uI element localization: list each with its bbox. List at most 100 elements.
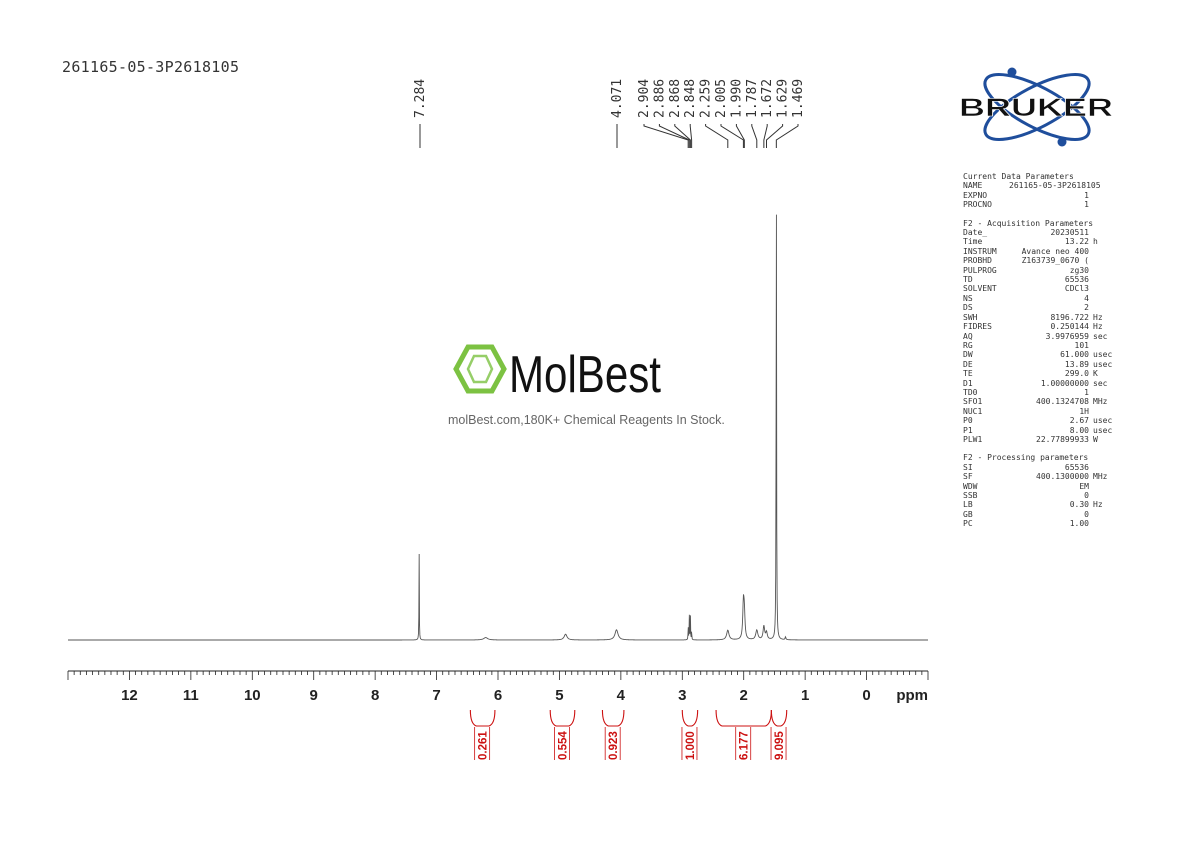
param-value: 1 [1084, 387, 1089, 397]
param-value: 3.9976959 [1045, 331, 1089, 341]
param-row: PROBHD Z163739_0670 ( [963, 256, 1123, 265]
sample-id-title: 261165-05-3P2618105 [62, 58, 240, 76]
param-key: TE [963, 369, 973, 379]
param-value: 400.1324708 [1036, 397, 1089, 407]
x-tick-label: 7 [432, 687, 440, 704]
bruker-logo-text: BRUKER [959, 94, 1113, 122]
param-row: TD 65536 [963, 275, 1123, 284]
param-value: 13.89 [1064, 359, 1089, 369]
param-unit [1089, 284, 1123, 293]
param-key: SOLVENT [963, 284, 997, 294]
param-value: 8196.722 [1050, 312, 1089, 322]
param-value: 0.30 [1069, 500, 1089, 510]
param-value: 65536 [1064, 275, 1089, 285]
param-unit [1089, 181, 1123, 190]
x-tick-label: 6 [494, 687, 502, 704]
param-key: DS [963, 303, 973, 313]
param-unit [1089, 256, 1123, 265]
param-value: 1 [1084, 190, 1089, 200]
param-value: 0 [1084, 491, 1089, 500]
peak-label-leader [751, 124, 758, 148]
bruker-logo: BRUKER [959, 67, 1113, 147]
param-value: 299.0 [1064, 369, 1089, 379]
param-unit: sec [1093, 331, 1108, 341]
param-unit: usec [1093, 350, 1113, 360]
param-key: SI [963, 462, 973, 472]
param-value: 1.00000000 [1040, 378, 1089, 388]
peak-label: 1.787 [745, 79, 760, 118]
integral-bracket [549, 709, 576, 727]
param-value: 13.22 [1064, 237, 1089, 247]
param-key: TD [963, 275, 973, 285]
integral-bracket [469, 709, 496, 727]
param-key: PROBHD [963, 256, 992, 266]
param-value: 22.77899933 [1036, 434, 1089, 444]
param-key: DW [963, 350, 973, 360]
x-tick-label: 2 [740, 687, 748, 704]
param-key: NS [963, 293, 973, 303]
param-value: 1 [1084, 200, 1089, 210]
param-row: SWH 8196.722 Hz [963, 313, 1123, 322]
peak-label-leader [735, 124, 745, 148]
param-row: PLW1 22.77899933 W [963, 435, 1123, 444]
peak-label-leader [720, 124, 744, 148]
peak-label-leader [763, 124, 768, 148]
param-row: DW 61.000 usec [963, 350, 1123, 359]
param-value: zg30 [1069, 265, 1089, 275]
param-row: DE 13.89 usec [963, 360, 1123, 369]
param-key: INSTRUM [963, 246, 997, 256]
param-section-title: Current Data Parameters [963, 172, 1074, 181]
param-key: TD0 [963, 387, 978, 397]
param-row: NAME 261165-05-3P2618105 [963, 181, 1123, 190]
integral-bracket [770, 709, 788, 727]
peak-label-leader [689, 124, 693, 148]
param-row: GB 0 [963, 510, 1123, 519]
param-row: TD0 1 [963, 388, 1123, 397]
x-tick-label: 0 [862, 687, 870, 704]
param-unit [1089, 294, 1123, 303]
x-tick-label: 12 [121, 687, 138, 704]
param-section: F2 - Processing parameters SI 65536 SF 400.1… [963, 453, 1123, 528]
integral-value: 0.261 [478, 731, 490, 760]
peak-label: 1.990 [729, 79, 744, 118]
param-unit [1089, 407, 1123, 416]
integral-value: 1.000 [685, 731, 697, 760]
param-key: P1 [963, 425, 973, 435]
param-section: Current Data Parameters NAME 261165-05-3P2… [963, 172, 1123, 210]
param-unit: Hz [1093, 322, 1103, 332]
param-row: DS 2 [963, 303, 1123, 312]
x-tick-label: 4 [617, 687, 626, 704]
param-key: PC [963, 519, 973, 529]
param-unit [1089, 341, 1123, 350]
param-row: Time 13.22 h [963, 237, 1123, 246]
bruker-atom-dot-icon [1057, 137, 1067, 147]
param-unit [1089, 463, 1123, 472]
peak-label: 2.868 [668, 79, 683, 118]
param-row: PULPROG zg30 [963, 266, 1123, 275]
param-section: F2 - Acquisition Parameters Date_ 20230511… [963, 219, 1123, 445]
param-row: PROCNO 1 [963, 200, 1123, 209]
param-key: SF [963, 472, 973, 482]
param-value: 0.250144 [1050, 322, 1089, 332]
param-key: D1 [963, 378, 973, 388]
param-row: NUC1 1H [963, 407, 1123, 416]
param-value: 8.00 [1069, 425, 1089, 435]
param-key: AQ [963, 331, 973, 341]
param-row: SI 65536 [963, 463, 1123, 472]
integral-group: 0.261 0.554 0.923 1.000 6.177 9.095 [469, 709, 788, 760]
param-value: 0 [1084, 509, 1089, 519]
param-row: WDW EM [963, 482, 1123, 491]
param-key: P0 [963, 416, 973, 426]
param-unit [1089, 275, 1123, 284]
peak-label-leader [674, 124, 691, 148]
integral-value: 0.923 [608, 731, 620, 760]
param-value: 65536 [1064, 462, 1089, 472]
param-key: SSB [963, 491, 978, 500]
ppm-axis: 12 11 10 9 8 7 6 5 4 3 2 1 0 ppm [67, 670, 929, 704]
param-key: Date_ [963, 228, 988, 238]
param-unit: usec [1093, 359, 1113, 369]
integral-value: 6.177 [739, 731, 751, 760]
param-key: EXPNO [963, 190, 988, 200]
peak-label: 2.848 [683, 79, 698, 118]
